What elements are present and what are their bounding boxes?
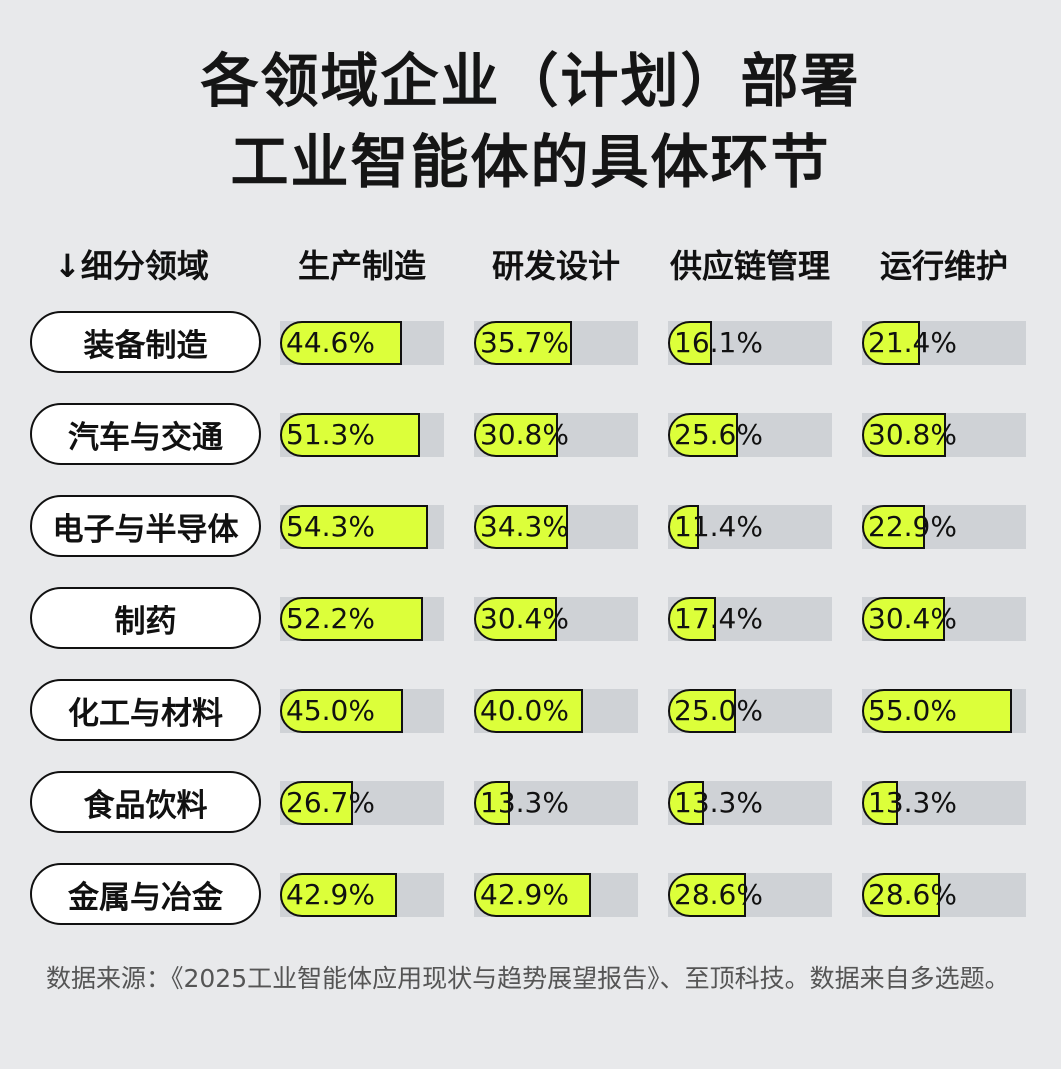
data-label: 13.3% bbox=[480, 786, 569, 819]
bar-track: 35.7% bbox=[474, 321, 638, 365]
data-label: 28.6% bbox=[868, 878, 957, 911]
bar bbox=[668, 321, 712, 365]
column-header: 运行维护 bbox=[879, 247, 1008, 285]
data-label: 21.4% bbox=[868, 326, 957, 359]
source-note: 数据来源：《2025工业智能体应用现状与趋势展望报告》、至顶科技。数据来自多选题… bbox=[46, 964, 1010, 993]
data-label: 44.6% bbox=[286, 326, 375, 359]
bar bbox=[280, 689, 403, 733]
data-label: 17.4% bbox=[674, 602, 763, 635]
data-label: 55.0% bbox=[868, 694, 957, 727]
data-label: 28.6% bbox=[674, 878, 763, 911]
category-label: 化工与材料 bbox=[30, 679, 261, 741]
data-label: 25.6% bbox=[674, 418, 763, 451]
category-label: 汽车与交通 bbox=[30, 403, 261, 465]
bar-track: 16.1% bbox=[668, 321, 832, 365]
column-header: 研发设计 bbox=[491, 247, 620, 285]
bar bbox=[862, 689, 1012, 733]
data-label: 26.7% bbox=[286, 786, 375, 819]
chart-title-line-2: 工业智能体的具体环节 bbox=[230, 128, 831, 196]
category-label: 食品饮料 bbox=[30, 771, 261, 833]
bar bbox=[474, 321, 572, 365]
bar-track: 34.3% bbox=[474, 505, 638, 549]
data-label: 13.3% bbox=[868, 786, 957, 819]
bar bbox=[280, 781, 353, 825]
bar-track: 30.8% bbox=[474, 413, 638, 457]
bar-track: 30.4% bbox=[862, 597, 1026, 641]
bar bbox=[668, 689, 736, 733]
data-label: 25.0% bbox=[674, 694, 763, 727]
data-label: 54.3% bbox=[286, 510, 375, 543]
bar-track: 30.4% bbox=[474, 597, 638, 641]
data-label: 13.3% bbox=[674, 786, 763, 819]
category-label: 制药 bbox=[30, 587, 261, 649]
chart-title-line-1: 各领域企业（计划）部署 bbox=[200, 47, 861, 115]
column-header: 生产制造 bbox=[297, 247, 426, 285]
bar bbox=[862, 413, 946, 457]
bar bbox=[474, 873, 591, 917]
bar-track: 55.0% bbox=[862, 689, 1026, 733]
data-label: 30.8% bbox=[480, 418, 569, 451]
bar-track: 11.4% bbox=[668, 505, 832, 549]
data-label: 34.3% bbox=[480, 510, 569, 543]
category-label: 电子与半导体 bbox=[30, 495, 261, 557]
data-label: 42.9% bbox=[286, 878, 375, 911]
category-label: 金属与冶金 bbox=[30, 863, 261, 925]
bar-track: 51.3% bbox=[280, 413, 444, 457]
bar-track: 13.3% bbox=[474, 781, 638, 825]
bar-track: 45.0% bbox=[280, 689, 444, 733]
bar-track: 25.6% bbox=[668, 413, 832, 457]
bar bbox=[280, 413, 420, 457]
bar bbox=[668, 413, 738, 457]
bar-track: 40.0% bbox=[474, 689, 638, 733]
bar bbox=[668, 873, 746, 917]
bar bbox=[474, 689, 583, 733]
bar-track: 13.3% bbox=[862, 781, 1026, 825]
bar bbox=[862, 597, 945, 641]
bar-track: 26.7% bbox=[280, 781, 444, 825]
bar bbox=[862, 321, 920, 365]
bar bbox=[668, 505, 699, 549]
data-label: 45.0% bbox=[286, 694, 375, 727]
column-header: 供应链管理 bbox=[669, 247, 830, 285]
data-label: 30.8% bbox=[868, 418, 957, 451]
bar bbox=[280, 321, 402, 365]
category-label: 装备制造 bbox=[30, 311, 261, 373]
bar bbox=[668, 781, 704, 825]
bar bbox=[474, 597, 557, 641]
bar-track: 42.9% bbox=[474, 873, 638, 917]
bar-track: 25.0% bbox=[668, 689, 832, 733]
bar bbox=[474, 505, 568, 549]
data-label: 40.0% bbox=[480, 694, 569, 727]
bar-track: 21.4% bbox=[862, 321, 1026, 365]
bar-track: 52.2% bbox=[280, 597, 444, 641]
bar-track: 30.8% bbox=[862, 413, 1026, 457]
bar-track: 17.4% bbox=[668, 597, 832, 641]
data-label: 22.9% bbox=[868, 510, 957, 543]
data-label: 52.2% bbox=[286, 602, 375, 635]
data-label: 42.9% bbox=[480, 878, 569, 911]
bar-track: 28.6% bbox=[668, 873, 832, 917]
bar bbox=[862, 781, 898, 825]
bar-track: 42.9% bbox=[280, 873, 444, 917]
bar-track: 22.9% bbox=[862, 505, 1026, 549]
bar bbox=[474, 781, 510, 825]
data-label: 35.7% bbox=[480, 326, 569, 359]
row-header: ↓细分领域 bbox=[54, 247, 209, 285]
bar-track: 28.6% bbox=[862, 873, 1026, 917]
bar bbox=[280, 505, 428, 549]
data-label: 30.4% bbox=[480, 602, 569, 635]
bar-track: 54.3% bbox=[280, 505, 444, 549]
data-label: 30.4% bbox=[868, 602, 957, 635]
bar-track: 44.6% bbox=[280, 321, 444, 365]
bar bbox=[474, 413, 558, 457]
data-label: 51.3% bbox=[286, 418, 375, 451]
bar bbox=[668, 597, 716, 641]
bar bbox=[862, 505, 925, 549]
bar-track: 13.3% bbox=[668, 781, 832, 825]
data-label: 11.4% bbox=[674, 510, 763, 543]
bar bbox=[280, 873, 397, 917]
bar bbox=[280, 597, 423, 641]
data-label: 16.1% bbox=[674, 326, 763, 359]
bar bbox=[862, 873, 940, 917]
